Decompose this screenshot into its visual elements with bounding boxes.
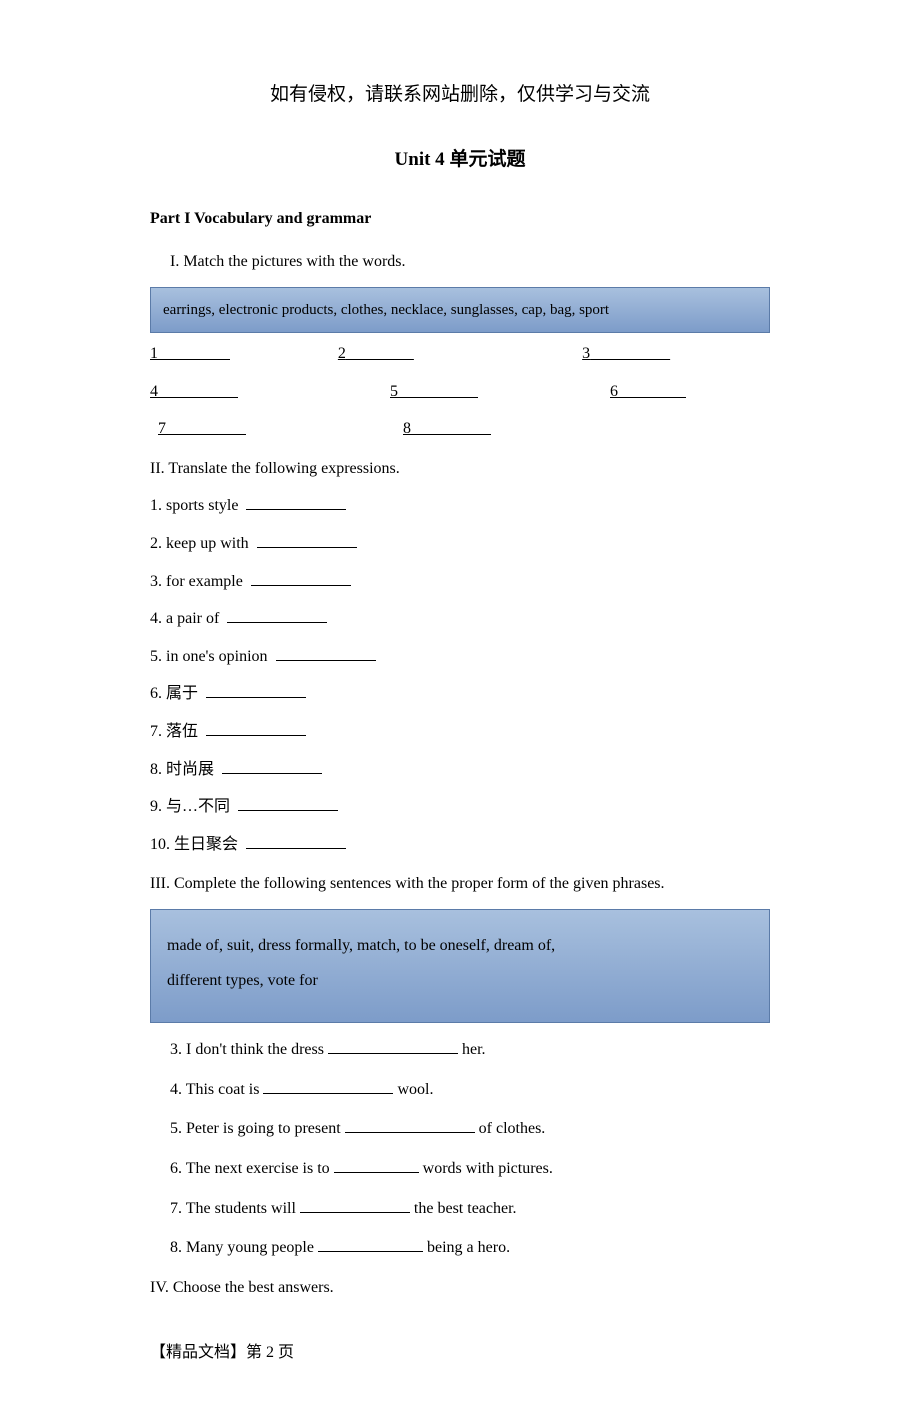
sentence-suffix: the best teacher. xyxy=(410,1200,517,1217)
sentence-suffix: words with pictures. xyxy=(419,1160,553,1177)
blank-8[interactable]: 8 xyxy=(403,416,553,442)
unit-title: Unit 4 单元试题 xyxy=(150,145,770,175)
wordbox-line1: made of, suit, dress formally, match, to… xyxy=(167,928,753,963)
translate-text: 9. 与…不同 xyxy=(150,798,230,815)
translate-text: 2. keep up with xyxy=(150,535,249,552)
blank-num: 5 xyxy=(390,379,398,405)
blank-input[interactable] xyxy=(300,1212,410,1213)
blank-num: 4 xyxy=(150,379,158,405)
blank-num: 3 xyxy=(582,341,590,367)
sentence-item-5: 5. Peter is going to present of clothes. xyxy=(170,1116,770,1142)
section2-heading: II. Translate the following expressions. xyxy=(150,456,770,482)
sentence-prefix: 6. The next exercise is to xyxy=(170,1160,334,1177)
header-notice: 如有侵权，请联系网站删除，仅供学习与交流 xyxy=(150,80,770,110)
unit-suffix: 单元试题 xyxy=(449,149,525,170)
translate-text: 10. 生日聚会 xyxy=(150,836,238,853)
sentence-item-7: 7. The students will the best teacher. xyxy=(170,1196,770,1222)
blank-input[interactable] xyxy=(276,660,376,661)
translate-text: 5. in one's opinion xyxy=(150,648,268,665)
sentence-suffix: of clothes. xyxy=(475,1120,546,1137)
blank-input[interactable] xyxy=(345,1132,475,1133)
blank-5[interactable]: 5 xyxy=(390,379,610,405)
translate-text: 7. 落伍 xyxy=(150,723,198,740)
sentence-prefix: 7. The students will xyxy=(170,1200,300,1217)
sentence-item-4: 4. This coat is wool. xyxy=(170,1077,770,1103)
blank-input[interactable] xyxy=(206,697,306,698)
section1-heading: I. Match the pictures with the words. xyxy=(170,249,770,275)
blank-input[interactable] xyxy=(246,509,346,510)
translate-item-6: 6. 属于 xyxy=(150,681,770,707)
sentence-suffix: wool. xyxy=(393,1081,433,1098)
blank-row-2: 4 5 6 xyxy=(150,379,770,405)
translate-text: 3. for example xyxy=(150,573,243,590)
blank-input[interactable] xyxy=(238,810,338,811)
blank-input[interactable] xyxy=(328,1053,458,1054)
blank-input[interactable] xyxy=(227,622,327,623)
translate-item-3: 3. for example xyxy=(150,569,770,595)
sentence-item-6: 6. The next exercise is to words with pi… xyxy=(170,1156,770,1182)
word-box-2: made of, suit, dress formally, match, to… xyxy=(150,909,770,1023)
translate-item-4: 4. a pair of xyxy=(150,606,770,632)
translate-item-9: 9. 与…不同 xyxy=(150,794,770,820)
blank-input[interactable] xyxy=(257,547,357,548)
sentence-prefix: 3. I don't think the dress xyxy=(170,1041,328,1058)
sentence-suffix: being a hero. xyxy=(423,1239,510,1256)
blank-3[interactable]: 3 xyxy=(582,341,770,367)
sentence-prefix: 8. Many young people xyxy=(170,1239,318,1256)
section3-heading: III. Complete the following sentences wi… xyxy=(150,871,770,897)
footer: 【精品文档】第 2 页 xyxy=(150,1340,770,1366)
unit-label: Unit 4 xyxy=(395,149,445,170)
blank-num: 8 xyxy=(403,416,411,442)
sentence-prefix: 5. Peter is going to present xyxy=(170,1120,345,1137)
part-title: Part I Vocabulary and grammar xyxy=(150,206,770,232)
translate-text: 8. 时尚展 xyxy=(150,761,214,778)
blank-2[interactable]: 2 xyxy=(338,341,582,367)
blank-4[interactable]: 4 xyxy=(150,379,350,405)
blank-input[interactable] xyxy=(206,735,306,736)
sentence-prefix: 4. This coat is xyxy=(170,1081,263,1098)
translate-item-1: 1. sports style xyxy=(150,493,770,519)
wordbox-line2: different types, vote for xyxy=(167,963,753,998)
sentence-item-8: 8. Many young people being a hero. xyxy=(170,1235,770,1261)
translate-item-10: 10. 生日聚会 xyxy=(150,832,770,858)
translate-item-7: 7. 落伍 xyxy=(150,719,770,745)
blank-row-3: 7 8 xyxy=(150,416,770,442)
blank-input[interactable] xyxy=(222,773,322,774)
blank-row-1: 1 2 3 xyxy=(150,341,770,367)
blank-input[interactable] xyxy=(251,585,351,586)
sentence-suffix: her. xyxy=(458,1041,486,1058)
sentence-item-3: 3. I don't think the dress her. xyxy=(170,1037,770,1063)
blank-input[interactable] xyxy=(246,848,346,849)
translate-item-5: 5. in one's opinion xyxy=(150,644,770,670)
blank-6[interactable]: 6 xyxy=(610,379,760,405)
translate-item-8: 8. 时尚展 xyxy=(150,757,770,783)
blank-num: 7 xyxy=(158,416,166,442)
word-box-1: earrings, electronic products, clothes, … xyxy=(150,287,770,333)
translate-item-2: 2. keep up with xyxy=(150,531,770,557)
blank-num: 1 xyxy=(150,341,158,367)
blank-1[interactable]: 1 xyxy=(150,341,338,367)
blank-input[interactable] xyxy=(334,1172,419,1173)
blank-input[interactable] xyxy=(318,1251,423,1252)
translate-text: 1. sports style xyxy=(150,497,238,514)
section4-heading: IV. Choose the best answers. xyxy=(150,1275,770,1301)
blank-7[interactable]: 7 xyxy=(158,416,368,442)
translate-text: 4. a pair of xyxy=(150,610,223,627)
translate-text: 6. 属于 xyxy=(150,685,198,702)
blank-num: 2 xyxy=(338,341,346,367)
blank-num: 6 xyxy=(610,379,618,405)
blank-input[interactable] xyxy=(263,1093,393,1094)
